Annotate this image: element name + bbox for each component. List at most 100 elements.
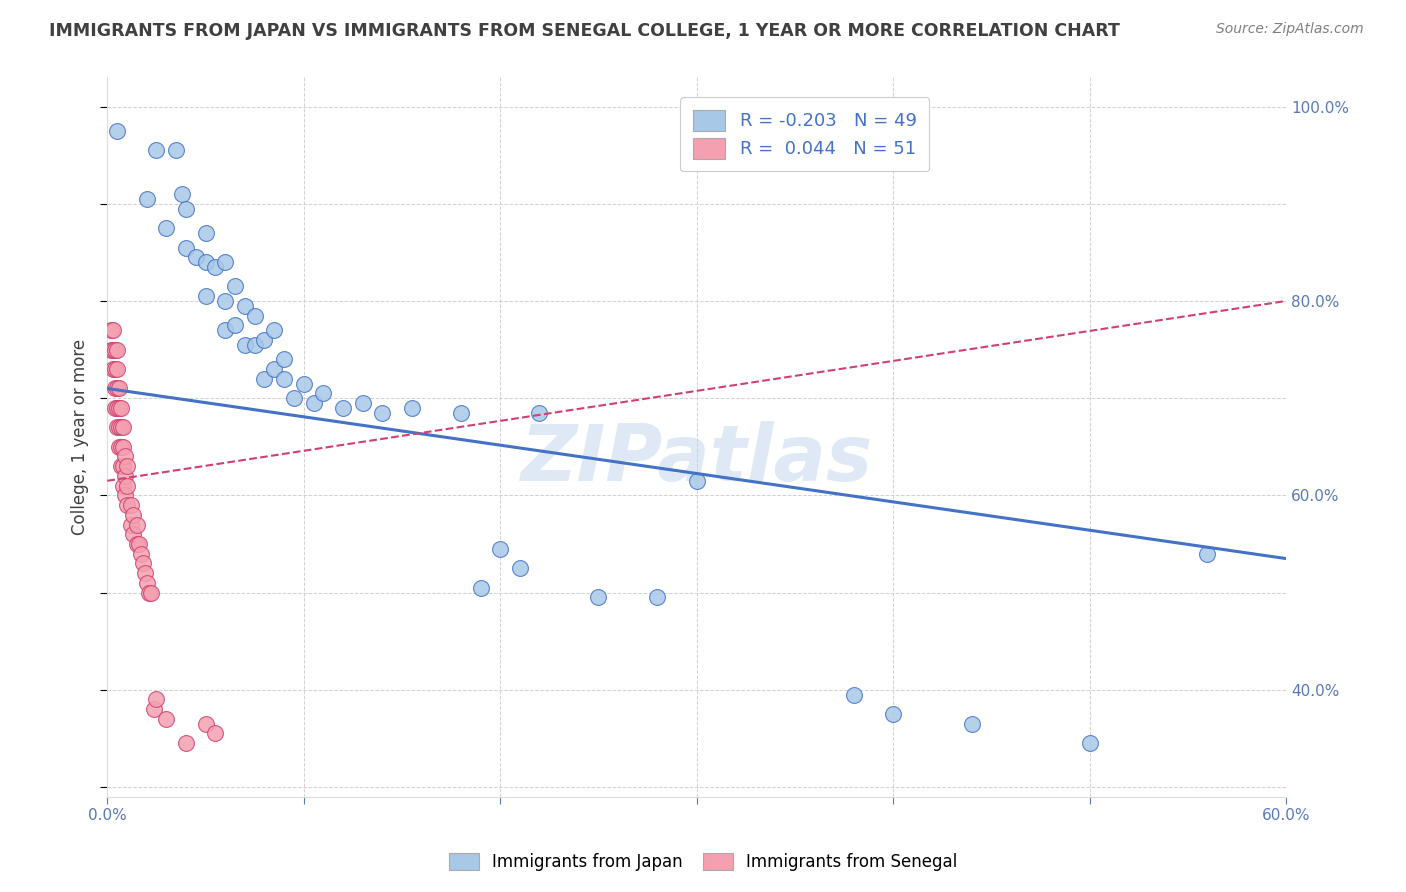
Point: [145, 692, 167, 706]
Point: [105, 420, 128, 434]
Point: [283, 391, 305, 405]
Point: [352, 396, 374, 410]
Point: [263, 362, 285, 376]
Point: [131, 557, 153, 571]
Point: [243, 309, 266, 323]
Point: [104, 401, 127, 415]
Point: [204, 260, 226, 274]
Point: [194, 255, 217, 269]
Point: [103, 362, 125, 376]
Point: [111, 420, 134, 434]
Point: [685, 474, 707, 488]
Point: [110, 440, 132, 454]
Point: [470, 581, 492, 595]
Point: [588, 591, 610, 605]
Point: [253, 333, 276, 347]
Point: [214, 323, 236, 337]
Point: [401, 401, 423, 415]
Point: [204, 726, 226, 740]
Point: [105, 401, 128, 415]
Point: [108, 401, 131, 415]
Point: [194, 226, 217, 240]
Point: [647, 591, 669, 605]
Text: IMMIGRANTS FROM JAPAN VS IMMIGRANTS FROM SENEGAL COLLEGE, 1 YEAR OR MORE CORRELA: IMMIGRANTS FROM JAPAN VS IMMIGRANTS FROM…: [49, 22, 1121, 40]
Point: [302, 396, 325, 410]
Point: [108, 440, 131, 454]
Point: [103, 343, 125, 357]
Point: [273, 372, 295, 386]
Point: [135, 575, 157, 590]
Point: [108, 381, 131, 395]
Point: [529, 406, 551, 420]
Point: [108, 420, 131, 434]
Point: [139, 585, 162, 599]
Text: ZIPatlas: ZIPatlas: [520, 421, 873, 497]
Point: [371, 406, 394, 420]
Legend: R = -0.203   N = 49, R =  0.044   N = 51: R = -0.203 N = 49, R = 0.044 N = 51: [681, 97, 929, 171]
Point: [145, 144, 167, 158]
Point: [1078, 736, 1101, 750]
Point: [135, 192, 157, 206]
Point: [111, 478, 134, 492]
Point: [120, 517, 142, 532]
Point: [224, 279, 246, 293]
Point: [114, 469, 136, 483]
Point: [111, 459, 134, 474]
Point: [129, 547, 152, 561]
Point: [184, 250, 207, 264]
Point: [960, 716, 983, 731]
Point: [263, 323, 285, 337]
Point: [233, 337, 256, 351]
Point: [253, 372, 276, 386]
Point: [110, 459, 132, 474]
Point: [103, 323, 125, 337]
Point: [100, 343, 122, 357]
Point: [115, 498, 138, 512]
Point: [110, 401, 132, 415]
Point: [1197, 547, 1219, 561]
Point: [450, 406, 472, 420]
Point: [114, 488, 136, 502]
Y-axis label: College, 1 year or more: College, 1 year or more: [72, 339, 89, 535]
Point: [273, 352, 295, 367]
Point: [224, 318, 246, 333]
Point: [170, 187, 193, 202]
Point: [125, 537, 148, 551]
Point: [165, 144, 187, 158]
Point: [194, 716, 217, 731]
Point: [125, 517, 148, 532]
Point: [214, 255, 236, 269]
Point: [243, 337, 266, 351]
Point: [292, 376, 315, 391]
Point: [194, 289, 217, 303]
Point: [104, 362, 127, 376]
Legend: Immigrants from Japan, Immigrants from Senegal: Immigrants from Japan, Immigrants from S…: [440, 845, 966, 880]
Point: [105, 124, 128, 138]
Point: [174, 240, 197, 254]
Point: [121, 527, 143, 541]
Point: [312, 386, 335, 401]
Point: [882, 707, 904, 722]
Point: [155, 712, 177, 726]
Point: [114, 450, 136, 464]
Point: [233, 299, 256, 313]
Point: [509, 561, 531, 575]
Point: [128, 537, 150, 551]
Point: [332, 401, 354, 415]
Point: [214, 293, 236, 308]
Point: [842, 688, 865, 702]
Point: [121, 508, 143, 522]
Point: [110, 420, 132, 434]
Point: [105, 343, 128, 357]
Point: [174, 202, 197, 216]
Point: [120, 498, 142, 512]
Point: [105, 381, 128, 395]
Point: [100, 323, 122, 337]
Point: [115, 478, 138, 492]
Point: [111, 440, 134, 454]
Text: Source: ZipAtlas.com: Source: ZipAtlas.com: [1216, 22, 1364, 37]
Point: [155, 221, 177, 235]
Point: [115, 459, 138, 474]
Point: [104, 343, 127, 357]
Point: [174, 736, 197, 750]
